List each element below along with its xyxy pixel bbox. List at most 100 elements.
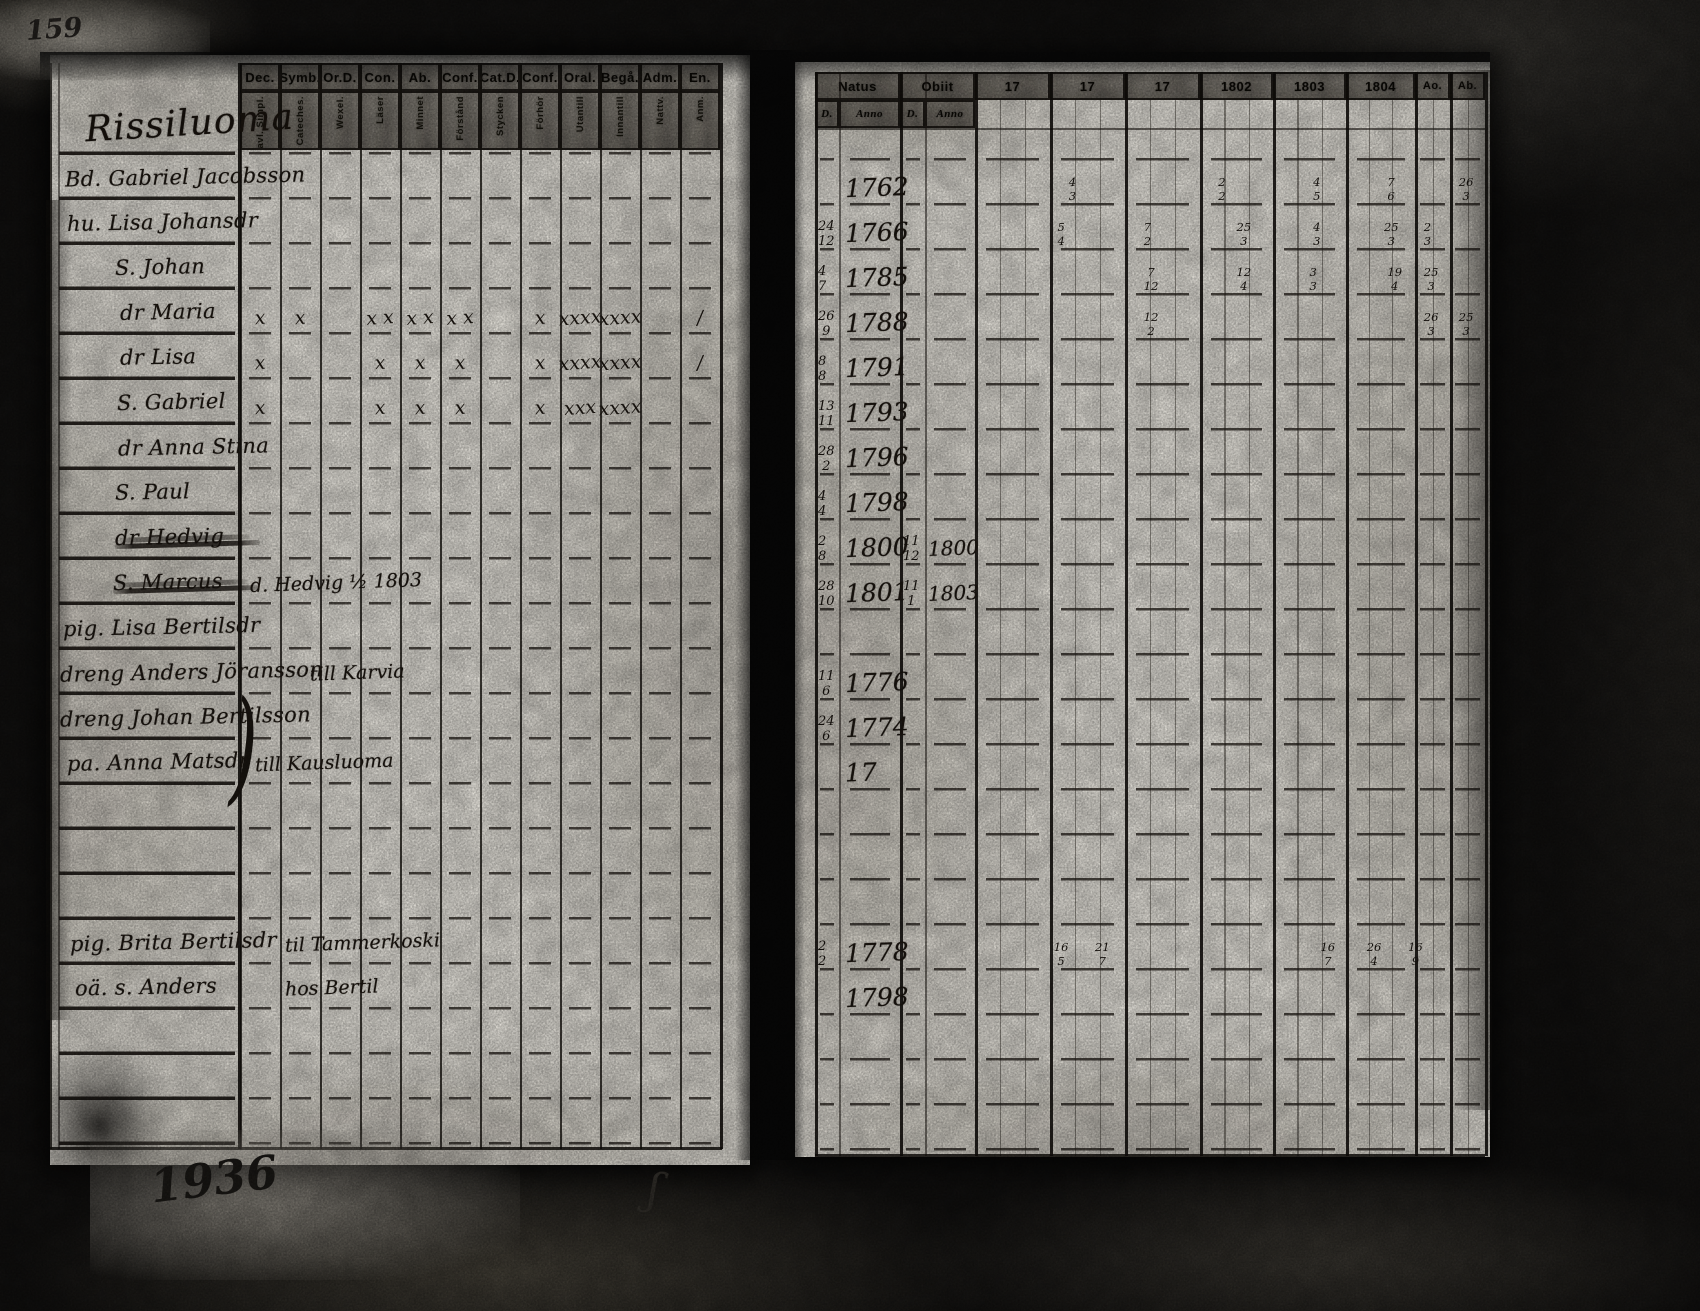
column-rule [839,72,841,1156]
sub-divider [1075,100,1077,1156]
death-year: 1800 [927,535,980,561]
birth-year: 1762 [844,171,910,204]
sub-divider [1432,100,1434,1156]
column-header: En. [680,63,720,91]
communion-date-mark: 7 12 [1144,265,1159,293]
date-part: 19 [1387,265,1403,279]
date-part: 2 [818,954,827,969]
date-part: 8 [818,369,827,384]
column-lines [1050,132,1125,1156]
column-header: Symb. [280,63,320,91]
column-rule [1485,72,1488,1156]
resident-name: dr Anna Stina [117,433,270,461]
date-part: 16 [1320,940,1336,954]
communion-date-mark: 16 9 [1408,940,1423,968]
communion-date-mark: 12 4 [1237,265,1252,293]
resident-name: pa. Anna Matsdr [66,748,250,776]
sub-divider [1224,100,1226,1156]
date-part: 25 [1383,220,1399,234]
column-subheader: Anm. [680,91,720,150]
column-rule [440,63,442,1149]
column-subheader: Stycken [480,91,520,150]
date-part: 2 [1218,189,1226,203]
column-lines [480,150,520,1149]
birth-year: 1788 [844,306,910,339]
death-day: 11 12 [903,534,920,564]
examination-mark: x [253,306,267,330]
examination-mark: x [293,306,307,330]
sub-divider [1467,100,1469,1156]
column-header: Begå. [600,63,640,91]
birth-day: 11 6 [818,669,835,699]
examination-mark: xxx [563,395,597,421]
birth-year: 1766 [844,216,910,249]
sub-divider [1321,100,1323,1156]
date-part: 4 [818,264,827,279]
left-page: Rissiluoma Dec. Tavl. Simpl. Symb. Cateches… [50,55,750,1165]
column-rule [520,63,522,1149]
column-lines [1346,132,1415,1156]
column-lines [240,150,280,1149]
date-part: 4 [1313,175,1321,189]
column-rule [1450,72,1453,1156]
year-column-header: Ab. [1450,72,1485,100]
page-left-rule [50,63,52,1149]
column-lines [400,150,440,1149]
communion-date-mark: 25 3 [1459,310,1474,338]
year-column-header: 1803 [1273,72,1346,100]
birth-day: 24 6 [818,714,835,744]
birth-day: 28 10 [818,579,835,609]
household-brace: ) [228,672,260,820]
date-part: 7 [1324,954,1332,968]
date-part: 9 [822,324,831,339]
communion-date-mark: 25 3 [1237,220,1252,248]
column-header: Con. [360,63,400,91]
column-lines [640,150,680,1149]
date-part: 26 [1458,175,1474,189]
column-rule [1050,72,1053,1156]
date-part: 7 [818,279,827,294]
column-subheader: Wexel. [320,91,360,150]
column-rule [1346,72,1349,1156]
date-part: 21 [1095,940,1110,954]
examination-mark: x x [405,306,435,330]
date-part: 2 [818,939,827,954]
birth-day: 24 12 [818,219,835,249]
column-subheader: Nattv. [640,91,680,150]
birth-year: 17 [844,757,878,788]
sub-divider [1175,100,1177,1156]
column-subheader: Förstånd [440,91,480,150]
date-part: 24 [818,714,835,729]
communion-date-mark: 16 7 [1320,940,1335,968]
column-lines [680,150,720,1149]
right-page: Natus Obiit 17 17 17 1802 1803 1804 Ao. Ab. D. Anno… [795,62,1490,1157]
date-part: 5 [1057,220,1065,234]
date-part: 4 [1057,234,1065,248]
birth-year: 1776 [844,666,910,699]
communion-date-mark: 12 2 [1144,310,1159,338]
sub-divider [1392,100,1394,1156]
natus-header: Natus [815,72,900,100]
natus-anno-subheader: Anno [839,100,900,128]
communion-date-mark: 25 3 [1384,220,1399,248]
column-subheader: Minnet [400,91,440,150]
column-rule [1125,72,1128,1156]
year-column-header: 17 [975,72,1050,100]
examination-mark: xxxx [557,350,603,376]
date-part: 26 [1423,310,1439,324]
column-rule [560,63,562,1149]
movement-note: till Karvia [309,660,406,686]
resident-name: S. Johan [114,254,206,280]
date-part: 16 [1408,940,1423,954]
column-rule [600,63,602,1149]
column-rule [975,72,978,1156]
date-part: 5 [1313,189,1321,203]
date-part: 2 [1143,234,1152,248]
column-subheader-label: Nattv. [654,96,666,125]
